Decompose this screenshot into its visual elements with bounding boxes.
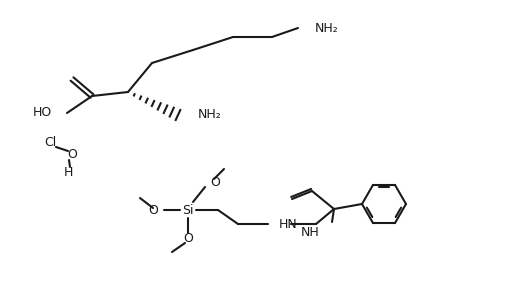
Text: NH₂: NH₂ <box>198 109 222 122</box>
Text: O: O <box>183 232 193 245</box>
Text: H: H <box>63 165 73 178</box>
Text: NH₂: NH₂ <box>315 22 339 35</box>
Text: Si: Si <box>182 204 194 217</box>
Text: NH: NH <box>301 225 319 238</box>
Text: O: O <box>67 148 77 161</box>
Text: HN: HN <box>279 217 298 230</box>
Text: HO: HO <box>33 106 52 119</box>
Text: O: O <box>148 204 158 217</box>
Text: Cl: Cl <box>44 137 56 150</box>
Text: O: O <box>210 176 220 189</box>
